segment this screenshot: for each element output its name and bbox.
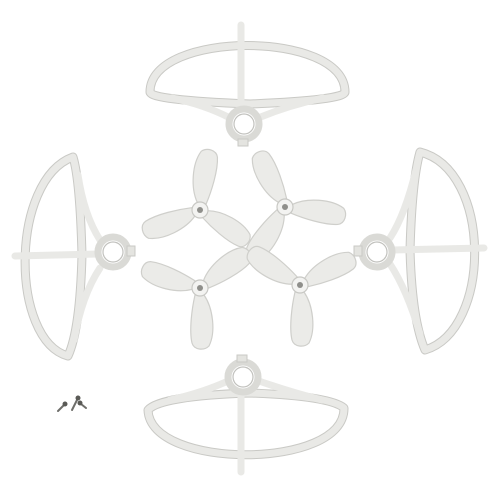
propeller-top-right [241, 147, 349, 266]
prop-guard-right [353, 147, 488, 355]
propeller-bottom-left [137, 241, 256, 350]
prop-guard-bottom [143, 354, 349, 476]
prop-guard-top [145, 21, 350, 147]
propeller-top-left [138, 146, 256, 252]
screws [57, 395, 87, 412]
screw [57, 401, 68, 412]
screw [77, 400, 87, 409]
propeller-bottom-right [241, 241, 360, 347]
screw [71, 395, 81, 411]
prop-guard-left [11, 152, 136, 361]
